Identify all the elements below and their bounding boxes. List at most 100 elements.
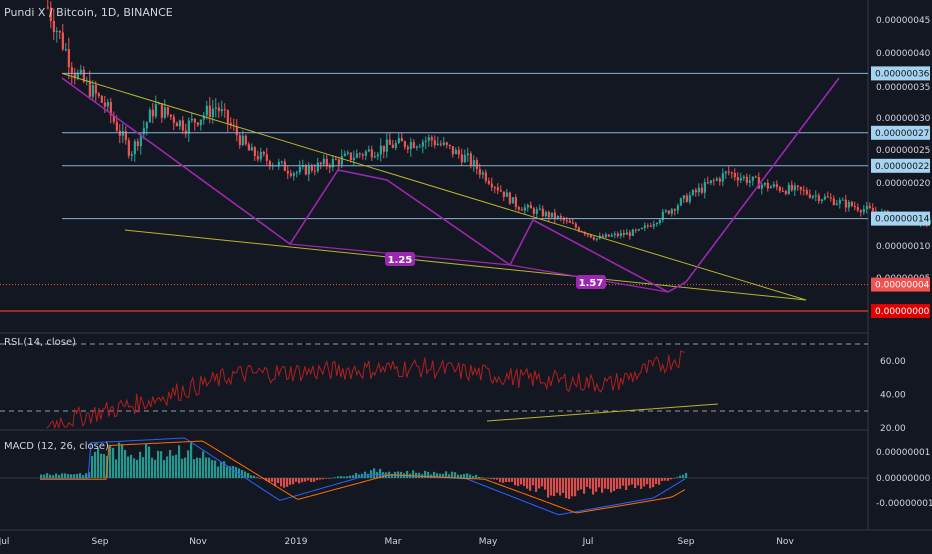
macd-histogram-bar: [91, 456, 93, 478]
price-axis-tick-label: 0.00000025: [876, 146, 930, 156]
macd-histogram-bar: [181, 459, 183, 478]
macd-histogram-bar: [307, 478, 309, 480]
candle-down: [845, 200, 847, 208]
macd-axis-tick-label: -0.00000001: [876, 499, 932, 509]
macd-histogram-bar: [541, 478, 543, 486]
macd-histogram-bar: [610, 478, 612, 493]
candle-down: [392, 145, 394, 148]
macd-histogram-bar: [652, 478, 654, 487]
candle-down: [257, 156, 259, 159]
price-axis-tick-label: 0.00000020: [876, 179, 931, 189]
macd-histogram-bar: [112, 448, 114, 478]
candle-up: [671, 209, 673, 213]
candle-up: [680, 199, 682, 206]
candle-up: [866, 206, 868, 209]
ratio-label-text: 1.57: [579, 278, 604, 289]
candle-up: [221, 109, 223, 111]
macd-histogram-bar: [451, 472, 453, 478]
candle-down: [176, 123, 178, 126]
candle-down: [335, 159, 337, 160]
candle-down: [569, 221, 571, 223]
macd-histogram-bar: [193, 459, 195, 478]
candle-up: [512, 197, 514, 203]
macd-histogram-bar: [277, 478, 279, 483]
candle-up: [191, 119, 193, 121]
candle-down: [554, 213, 556, 219]
macd-histogram-bar: [154, 460, 156, 478]
macd-histogram-bar: [667, 478, 669, 481]
candle-up: [299, 167, 301, 172]
macd-histogram-bar: [253, 476, 255, 478]
candle-down: [857, 207, 859, 210]
level-price-tag-text: 0.00000022: [875, 162, 929, 172]
macd-histogram-bar: [454, 472, 456, 478]
candle-up: [260, 152, 262, 159]
price-axis-tick-label: 0.00000030: [876, 114, 931, 124]
candle-down: [59, 31, 61, 32]
candle-up: [545, 212, 547, 216]
candle-down: [263, 152, 265, 154]
candle-up: [251, 147, 253, 150]
candle-down: [869, 206, 871, 208]
candle-down: [446, 142, 448, 144]
macd-histogram-bar: [538, 478, 540, 488]
current-price-tag: 0.00000004: [871, 278, 930, 292]
macd-histogram-bar: [172, 456, 174, 478]
macd-histogram-bar: [328, 478, 330, 479]
candle-down: [533, 208, 535, 213]
macd-histogram-bar: [109, 445, 111, 478]
candle-down: [248, 144, 250, 150]
candle-up: [281, 161, 283, 162]
macd-histogram-bar: [283, 478, 285, 488]
candle-down: [239, 135, 241, 145]
candle-up: [716, 179, 718, 181]
candle-up: [422, 142, 424, 147]
candle-up: [374, 157, 376, 158]
macd-histogram-bar: [271, 478, 273, 482]
macd-histogram-bar: [598, 478, 600, 487]
candle-down: [209, 106, 211, 117]
candle-up: [365, 151, 367, 155]
macd-histogram-bar: [508, 478, 510, 482]
candle-down: [434, 140, 436, 145]
macd-histogram-bar: [478, 477, 480, 478]
macd-histogram-bar: [196, 458, 198, 478]
macd-histogram-bar: [355, 473, 357, 478]
candle-down: [452, 146, 454, 154]
macd-histogram-bar: [64, 473, 66, 478]
time-axis-label: Jul: [582, 537, 594, 547]
candle-up: [824, 196, 826, 199]
candle-up: [482, 172, 484, 174]
macd-histogram-bar: [79, 473, 81, 478]
macd-histogram-bar: [679, 476, 681, 478]
candle-up: [467, 153, 469, 155]
candle-down: [218, 107, 220, 111]
candle-up: [614, 234, 616, 235]
macd-title: MACD (12, 26, close): [4, 441, 109, 452]
macd-histogram-bar: [73, 474, 75, 478]
price-axis-tick-label: 0.00000040: [876, 49, 931, 59]
macd-histogram-bar: [574, 478, 576, 496]
candle-down: [686, 195, 688, 202]
macd-histogram-bar: [343, 476, 345, 478]
candle-down: [548, 212, 550, 217]
macd-histogram-bar: [469, 475, 471, 478]
candle-down: [458, 150, 460, 155]
candle-down: [617, 234, 619, 236]
candle-down: [161, 103, 163, 118]
macd-histogram-bar: [319, 478, 321, 479]
candle-down: [707, 182, 709, 183]
macd-histogram-bar: [604, 478, 606, 489]
candle-down: [62, 32, 64, 49]
level-price-tag-text: 0.00000014: [875, 215, 930, 225]
candle-down: [194, 119, 196, 123]
candle-up: [764, 183, 766, 185]
candle-down: [290, 173, 292, 175]
candle-down: [851, 202, 853, 206]
candle-up: [761, 185, 763, 189]
candle-up: [656, 223, 658, 224]
candle-down: [800, 187, 802, 190]
candle-down: [791, 185, 793, 190]
candle-up: [836, 204, 838, 205]
